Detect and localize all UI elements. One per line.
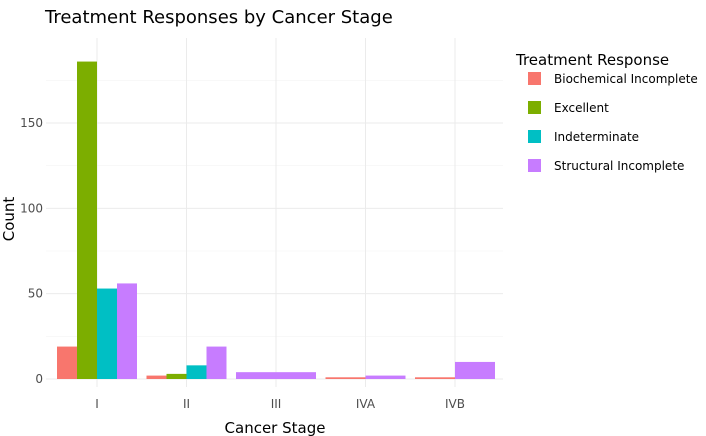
bar-II-indeterminate [186,365,207,379]
bar-I-indeterminate [97,288,117,379]
x-axis-title: Cancer Stage [225,419,326,436]
bar-II-excellent [166,373,187,379]
y-axis-ticks: 0 50 100 150 [20,116,43,386]
x-tick-label-1: II [183,397,190,411]
legend-swatch-0 [528,72,541,85]
chart-title: Treatment Responses by Cancer Stage [44,7,393,28]
legend-label-2: Indeterminate [554,130,639,144]
x-tick-label-0: I [95,397,99,411]
y-axis-title: Count [0,197,18,242]
bars [57,61,495,380]
x-axis-ticks: I II III IVA IVB [95,397,465,411]
legend-swatch-2 [528,130,541,143]
x-tick-label-2: III [271,397,282,411]
bar-II-biochemical-incomplete [146,375,167,379]
bar-I-excellent [77,61,97,380]
bar-IVA-biochemical-incomplete [325,377,366,379]
x-tick-label-3: IVA [356,397,376,411]
bar-III-structural-incomplete [236,372,316,379]
bar-IVA-structural-incomplete [365,375,406,379]
legend-label-3: Structural Incomplete [554,159,684,173]
x-tick-label-4: IVB [445,397,465,411]
legend-title: Treatment Response [515,51,669,69]
legend-swatch-1 [528,101,541,114]
y-tick-label-3: 150 [20,116,43,130]
bar-IVB-structural-incomplete [455,361,495,379]
legend-items: Biochemical Incomplete Excellent Indetermi… [528,72,698,173]
y-tick-label-2: 100 [20,201,43,215]
legend-label-1: Excellent [554,101,609,115]
bar-I-structural-incomplete [117,283,137,379]
legend-label-0: Biochemical Incomplete [554,72,698,86]
legend-swatch-3 [528,159,541,172]
bar-II-structural-incomplete [206,346,227,379]
bar-I-biochemical-incomplete [57,346,77,379]
legend: Treatment Response Biochemical Incomplet… [515,51,698,173]
bar-IVB-biochemical-incomplete [415,377,455,379]
y-tick-label-0: 0 [35,372,43,386]
y-tick-label-1: 50 [28,287,43,301]
